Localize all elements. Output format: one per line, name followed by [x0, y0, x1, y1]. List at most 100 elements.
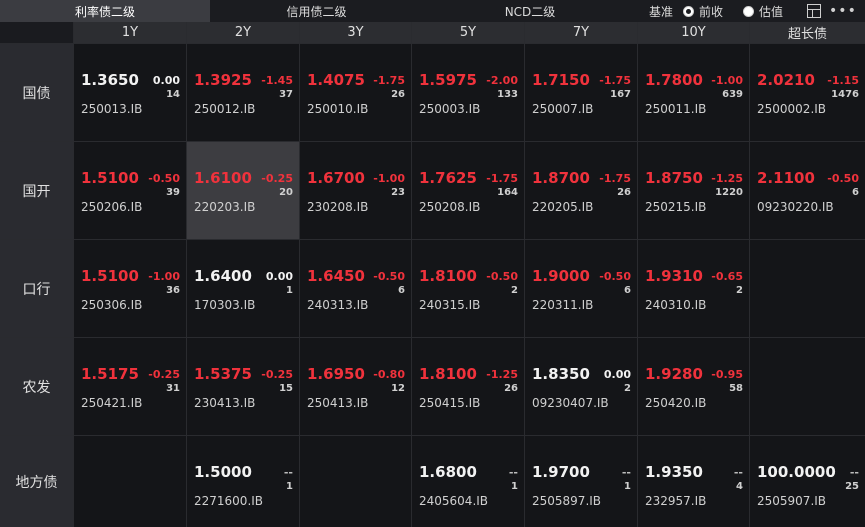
quote-volume: 36 [166, 285, 180, 296]
quote-price: 1.9310 [645, 267, 703, 285]
bond-code: 250413.IB [307, 396, 369, 410]
quote-price: 1.6800 [419, 463, 477, 481]
bond-code: 250306.IB [81, 298, 143, 312]
quote-change: -1.00 [148, 270, 180, 283]
quote-cell[interactable]: 1.5000 -- 1 2271600.IB [187, 436, 299, 527]
grid-divider [0, 43, 865, 44]
tab-rates-secondary[interactable]: 利率债二级 [0, 0, 210, 22]
quote-price: 1.8700 [532, 169, 590, 187]
tab-ncd-secondary[interactable]: NCD二级 [504, 4, 556, 19]
quote-change: -1.25 [711, 172, 743, 185]
quote-cell[interactable]: 1.6700 -1.00 23 230208.IB [300, 142, 411, 239]
quote-volume: 1476 [831, 89, 859, 100]
quote-cell[interactable]: 100.0000 -- 25 2505907.IB [750, 436, 865, 527]
bond-code: 170303.IB [194, 298, 256, 312]
quote-cell[interactable]: 1.9280 -0.95 58 250420.IB [638, 338, 749, 435]
quote-cell[interactable]: 1.5375 -0.25 15 230413.IB [187, 338, 299, 435]
grid-divider [186, 22, 187, 527]
quote-volume: 25 [845, 481, 859, 492]
column-header-3[interactable]: 5Y [412, 22, 524, 43]
column-header-4[interactable]: 7Y [525, 22, 637, 43]
quote-price: 1.9280 [645, 365, 703, 383]
quote-cell[interactable]: 1.6800 -- 1 2405604.IB [412, 436, 524, 527]
quote-change: -2.00 [486, 74, 518, 87]
row-header-1: 国开 [0, 142, 73, 239]
bond-code: 09230407.IB [532, 396, 609, 410]
quote-price: 1.9700 [532, 463, 590, 481]
quote-change: -- [283, 466, 293, 479]
bond-code: 230413.IB [194, 396, 256, 410]
layout-icon[interactable] [807, 4, 822, 18]
quote-change: -- [733, 466, 743, 479]
quote-cell[interactable]: 1.7625 -1.75 164 250208.IB [412, 142, 524, 239]
quote-cell[interactable]: 1.6400 0.00 1 170303.IB [187, 240, 299, 337]
quote-price: 1.8350 [532, 365, 590, 383]
quote-cell[interactable]: 1.6450 -0.50 6 240313.IB [300, 240, 411, 337]
quote-change: -- [849, 466, 859, 479]
quote-cell[interactable]: 1.6100 -0.25 20 220203.IB [187, 142, 299, 239]
quote-cell[interactable]: 1.8700 -1.75 26 220205.IB [525, 142, 637, 239]
bond-code: 250007.IB [532, 102, 594, 116]
quote-cell[interactable]: 1.8100 -1.25 26 250415.IB [412, 338, 524, 435]
quote-cell[interactable]: 1.3925 -1.45 37 250012.IB [187, 44, 299, 141]
quote-cell[interactable]: 1.5175 -0.25 31 250421.IB [74, 338, 186, 435]
bond-code: 2271600.IB [194, 494, 264, 508]
bond-code: 2505907.IB [757, 494, 827, 508]
quote-price: 1.8100 [419, 267, 477, 285]
quote-cell[interactable]: 1.3650 0.00 14 250013.IB [74, 44, 186, 141]
bond-code: 2505897.IB [532, 494, 602, 508]
quote-grid: 1Y 2Y 3Y 5Y 7Y 10Y 超长债 国债 1.3650 0.00 14 250013.IB 1… [0, 22, 865, 527]
quote-cell[interactable]: 1.8350 0.00 2 09230407.IB [525, 338, 637, 435]
column-header-5[interactable]: 10Y [638, 22, 749, 43]
tab-credit-secondary[interactable]: 信用债二级 [286, 4, 347, 19]
quote-volume: 4 [736, 481, 743, 492]
column-header-2[interactable]: 3Y [300, 22, 411, 43]
bond-code: 250208.IB [419, 200, 481, 214]
quote-cell[interactable]: 1.9350 -- 4 232957.IB [638, 436, 749, 527]
quote-cell[interactable]: 1.9310 -0.65 2 240310.IB [638, 240, 749, 337]
radio-previous-close[interactable]: 前收 [683, 3, 723, 20]
quote-volume: 6 [624, 285, 631, 296]
bond-code: 250206.IB [81, 200, 143, 214]
column-header-0[interactable]: 1Y [74, 22, 186, 43]
bond-code: 230208.IB [307, 200, 369, 214]
quote-cell[interactable]: 1.7150 -1.75 167 250007.IB [525, 44, 637, 141]
bond-code: 220203.IB [194, 200, 256, 214]
quote-cell[interactable]: 1.4075 -1.75 26 250010.IB [300, 44, 411, 141]
bond-code: 250415.IB [419, 396, 481, 410]
quote-cell[interactable]: 1.6950 -0.80 12 250413.IB [300, 338, 411, 435]
quote-change: 0.00 [265, 270, 293, 283]
bond-code: 250003.IB [419, 102, 481, 116]
quote-cell[interactable]: 1.8100 -0.50 2 240315.IB [412, 240, 524, 337]
quote-cell[interactable]: 1.5100 -1.00 36 250306.IB [74, 240, 186, 337]
quote-change: -0.50 [486, 270, 518, 283]
quote-cell [74, 436, 186, 527]
quote-change: -0.25 [261, 172, 293, 185]
quote-change: -- [508, 466, 518, 479]
quote-change: -1.25 [486, 368, 518, 381]
quote-cell[interactable]: 2.0210 -1.15 1476 2500002.IB [750, 44, 865, 141]
quote-cell[interactable]: 1.5100 -0.50 39 250206.IB [74, 142, 186, 239]
column-header-6[interactable]: 超长债 [750, 22, 865, 43]
quote-volume: 12 [391, 383, 405, 394]
quote-cell[interactable]: 1.9700 -- 1 2505897.IB [525, 436, 637, 527]
radio-previous-close-label: 前收 [699, 4, 724, 19]
quote-cell[interactable]: 1.5975 -2.00 133 250003.IB [412, 44, 524, 141]
column-header-1[interactable]: 2Y [187, 22, 299, 43]
bond-code: 09230220.IB [757, 200, 834, 214]
quote-change: -- [621, 466, 631, 479]
quote-price: 2.1100 [757, 169, 815, 187]
bond-code: 250013.IB [81, 102, 143, 116]
quote-cell[interactable]: 2.1100 -0.50 6 09230220.IB [750, 142, 865, 239]
quote-cell[interactable]: 1.9000 -0.50 6 220311.IB [525, 240, 637, 337]
quote-volume: 39 [166, 187, 180, 198]
quote-cell[interactable]: 1.7800 -1.00 639 250011.IB [638, 44, 749, 141]
quote-cell[interactable]: 1.8750 -1.25 1220 250215.IB [638, 142, 749, 239]
bond-code: 250215.IB [645, 200, 707, 214]
more-icon[interactable]: ••• [829, 3, 857, 19]
quote-volume: 31 [166, 383, 180, 394]
quote-price: 1.6950 [307, 365, 365, 383]
radio-valuation[interactable]: 估值 [743, 3, 783, 20]
quote-volume: 167 [610, 89, 631, 100]
quote-volume: 58 [729, 383, 743, 394]
